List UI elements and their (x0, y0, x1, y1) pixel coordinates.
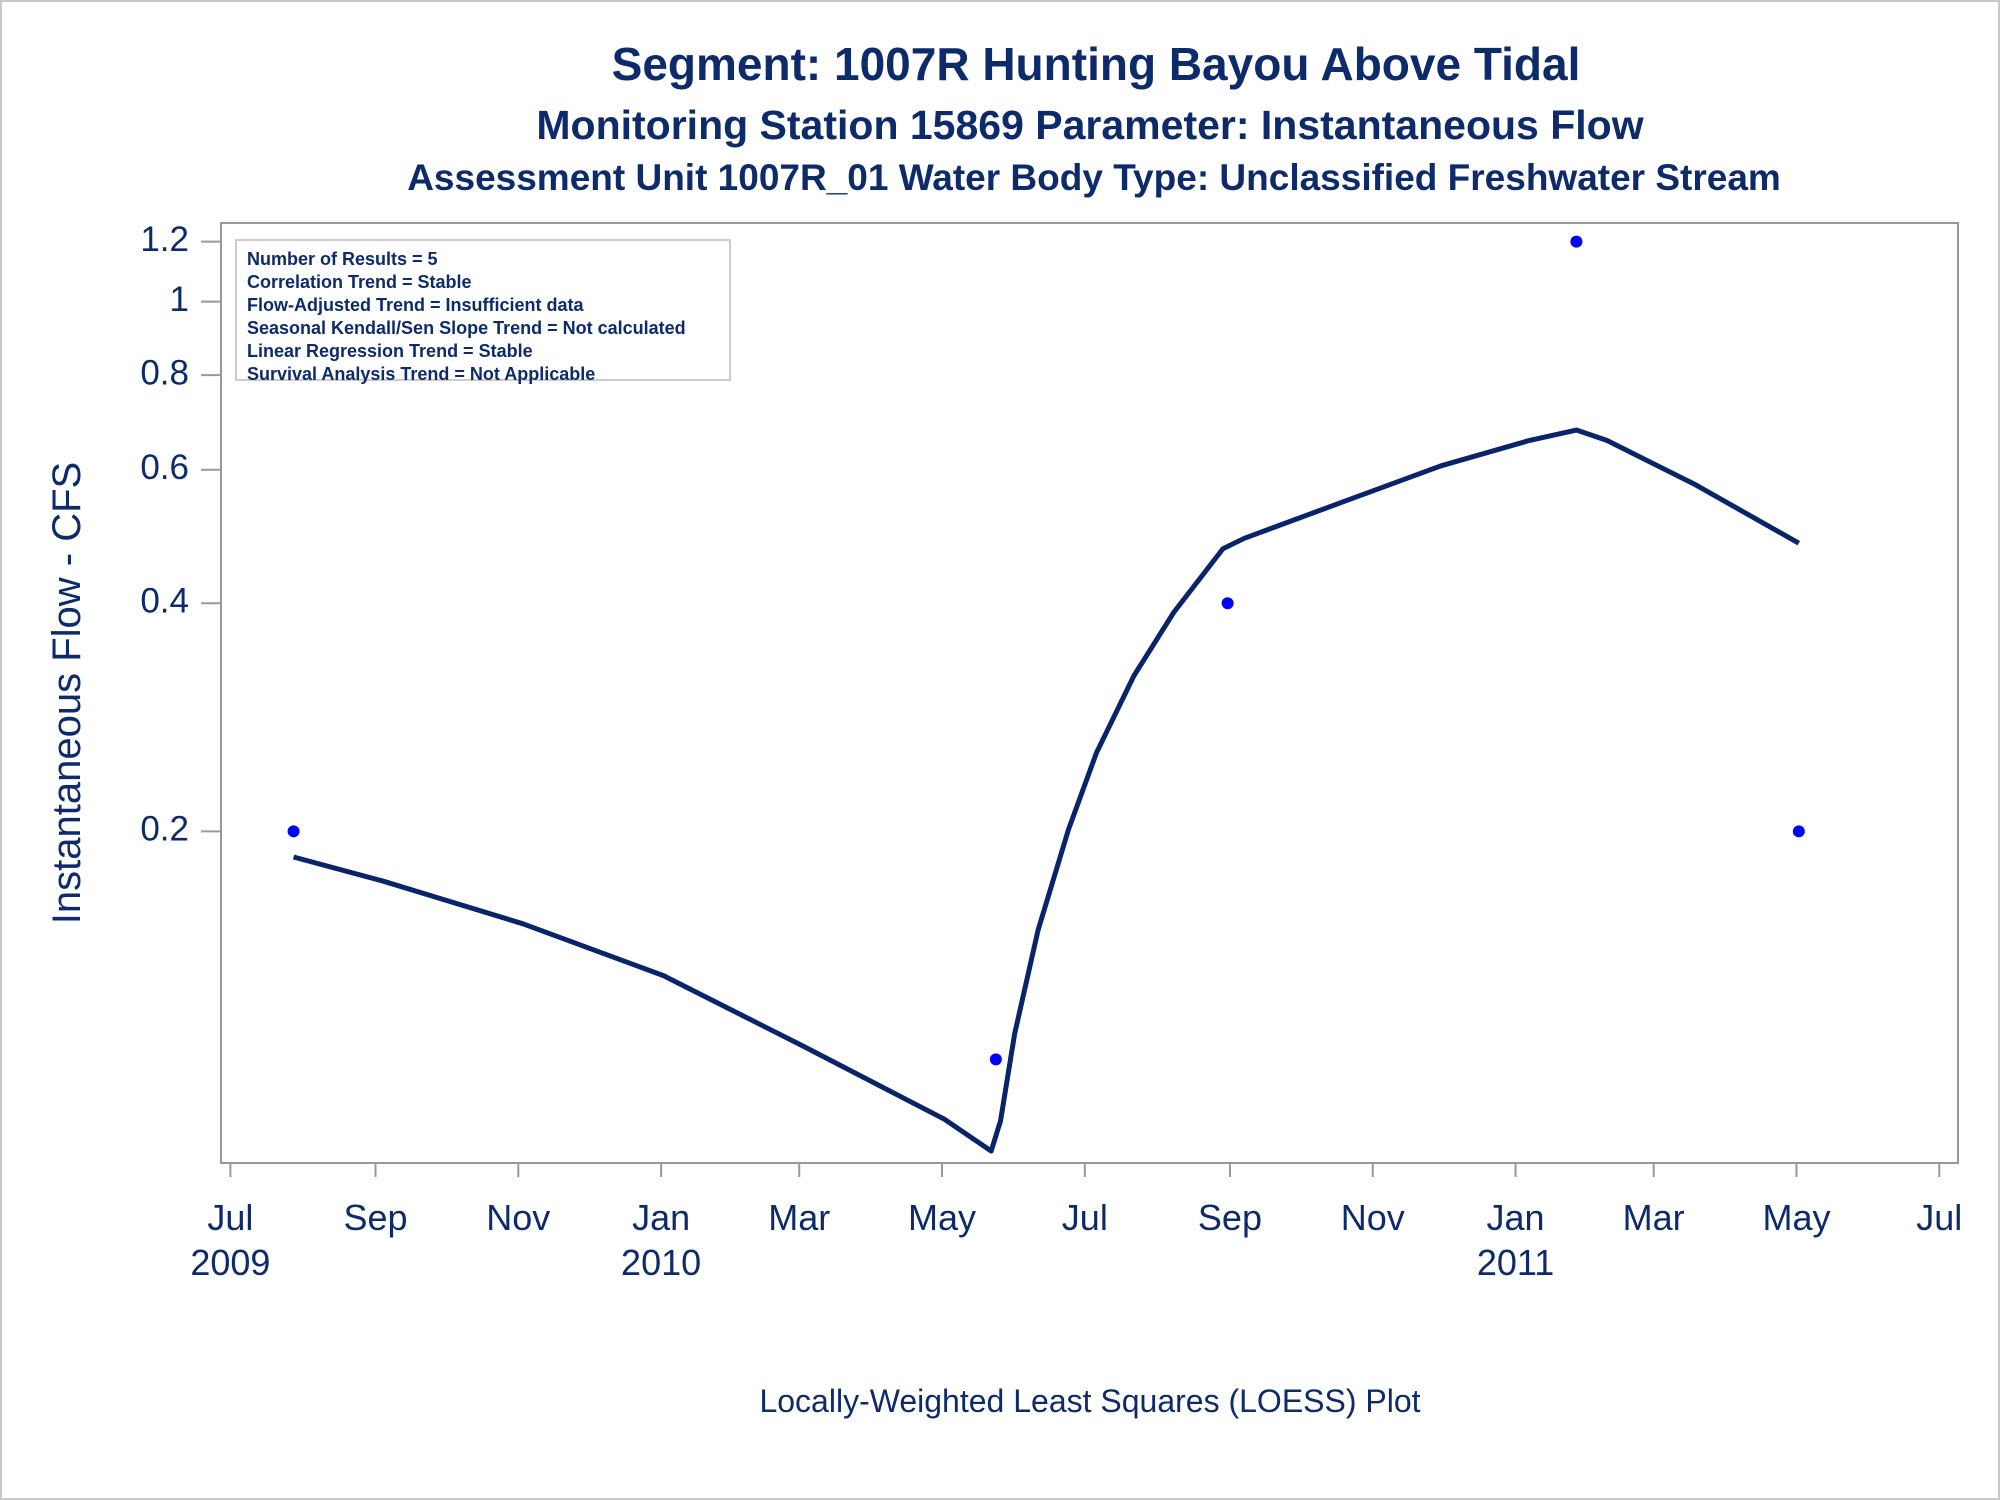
x-tick-label: Nov (1341, 1197, 1405, 1238)
y-tick-label: 0.2 (140, 810, 189, 849)
x-year-label: 2009 (190, 1242, 270, 1283)
chart-subtitle: Monitoring Station 15869 Parameter: Inst… (536, 102, 1643, 148)
y-axis-label: Instantaneous Flow - CFS (45, 462, 89, 924)
x-tick-label: Jan (632, 1197, 690, 1238)
data-point (1792, 825, 1805, 838)
y-tick-label: 1.2 (140, 220, 189, 259)
data-point (287, 825, 300, 838)
loess-line (292, 427, 1801, 1154)
data-point (1570, 235, 1583, 248)
x-tick-label: May (1762, 1197, 1830, 1238)
y-tick-label: 1 (170, 280, 189, 319)
y-tick-label: 0.6 (140, 448, 189, 487)
footnote: Locally-Weighted Least Squares (LOESS) P… (759, 1383, 1420, 1419)
x-tick-label: Sep (343, 1197, 407, 1238)
x-tick-label: Sep (1198, 1197, 1262, 1238)
x-tick-label: Mar (768, 1197, 830, 1238)
annotation: Seasonal Kendall/Sen Slope Trend = Not c… (247, 318, 686, 338)
x-tick-label: Jul (1916, 1197, 1962, 1238)
data-point (989, 1053, 1002, 1066)
x-tick-label: Jul (1062, 1197, 1108, 1238)
annotation-box (235, 239, 731, 381)
y-tick-label: 0.8 (140, 353, 189, 392)
chart-title: Segment: 1007R Hunting Bayou Above Tidal (612, 38, 1581, 90)
data-point (1221, 597, 1234, 610)
plot-frame (220, 222, 1959, 1164)
x-tick-label: May (908, 1197, 976, 1238)
annotation: Flow-Adjusted Trend = Insufficient data (247, 295, 585, 315)
x-year-label: 2010 (621, 1242, 701, 1283)
x-tick-label: Jul (207, 1197, 253, 1238)
x-tick-label: Nov (486, 1197, 550, 1238)
x-tick-label: Jan (1487, 1197, 1545, 1238)
x-year-label: 2011 (1477, 1242, 1554, 1283)
annotation: Number of Results = 5 (247, 249, 438, 269)
y-tick-label: 0.4 (140, 581, 189, 620)
annotation: Correlation Trend = Stable (247, 272, 472, 292)
x-tick-label: Mar (1623, 1197, 1685, 1238)
chart-subtitle: Assessment Unit 1007R_01 Water Body Type… (407, 157, 1781, 198)
annotation: Survival Analysis Trend = Not Applicable (247, 364, 595, 384)
annotation: Linear Regression Trend = Stable (247, 341, 533, 361)
